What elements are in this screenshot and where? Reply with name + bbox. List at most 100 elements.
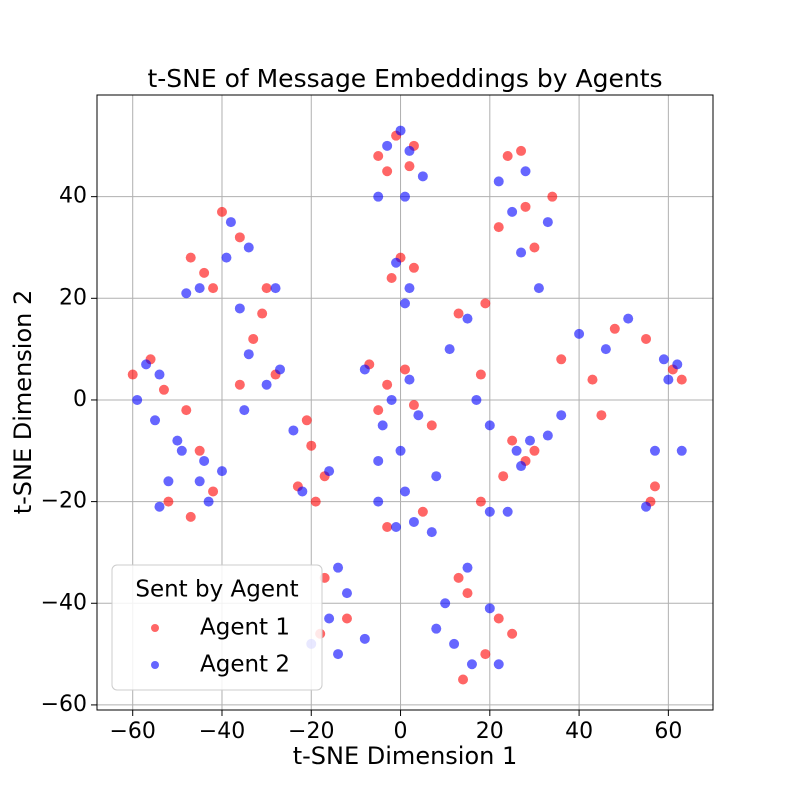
y-axis-label: t-SNE Dimension 2 [9,290,37,515]
point [261,379,272,390]
point [408,262,419,273]
point [404,283,415,294]
point [556,354,567,365]
point [176,445,187,456]
point [600,344,611,355]
point [234,232,245,243]
point [185,511,196,522]
point [449,638,460,649]
point [480,649,491,660]
point [216,466,227,477]
point [641,333,652,344]
point [431,623,442,634]
point [270,283,281,294]
point [386,272,397,283]
legend-title: Sent by Agent [135,577,298,603]
y-tick-label: 40 [59,184,87,209]
point [395,125,406,136]
points [127,125,687,685]
point [243,242,254,253]
point [333,562,344,573]
point [574,328,585,339]
point [520,201,531,212]
point [649,481,660,492]
point [257,308,268,319]
point [216,206,227,217]
point [234,303,245,314]
point [275,364,286,375]
point [391,257,402,268]
point [203,496,214,507]
point [511,445,522,456]
x-tick-label: −40 [199,719,245,744]
point [306,440,317,451]
x-axis-label: t-SNE Dimension 1 [293,742,518,770]
point [587,374,598,385]
point [529,445,540,456]
point [194,445,205,456]
point [404,145,415,156]
point [417,171,428,182]
x-tick-label: 60 [654,719,682,744]
point [516,461,527,472]
point [341,613,352,624]
point [382,166,393,177]
point [462,588,473,599]
point [181,405,192,416]
point [373,191,384,202]
point [154,501,165,512]
point [297,486,308,497]
point [391,522,402,533]
point [248,333,259,344]
point [373,496,384,507]
chart-title: t-SNE of Message Embeddings by Agents [147,64,662,93]
legend-marker [151,624,159,632]
point [440,598,451,609]
point [516,247,527,258]
point [373,455,384,466]
plot-frame [96,94,714,711]
point [221,252,232,263]
y-tick-label: −60 [41,692,87,717]
point [141,359,152,370]
point [377,420,388,431]
point [672,359,683,370]
point [400,486,410,497]
point [663,374,674,385]
point [194,476,205,487]
point [225,217,236,228]
point [404,374,415,385]
point [475,496,486,507]
point [301,415,312,426]
point [516,145,527,156]
point [623,313,634,324]
x-tick-label: −20 [288,719,334,744]
point [493,222,504,233]
point [453,572,464,583]
y-tick-label: 20 [59,285,87,310]
point [382,522,393,533]
point [400,298,410,309]
x-tick-label: 40 [565,719,593,744]
point [199,267,210,278]
point [493,176,504,187]
point [676,374,687,385]
point [408,516,419,527]
x-tick-label: −60 [109,719,155,744]
point [185,252,196,263]
point [208,283,219,294]
point [471,394,482,405]
point [658,354,669,365]
point [208,486,219,497]
point [609,323,620,334]
point [520,166,531,177]
point [462,562,473,573]
point [641,501,652,512]
point [324,466,335,477]
y-tick-label: −40 [41,590,87,615]
point [431,471,442,482]
point [172,435,183,446]
point [493,659,504,670]
point [426,527,437,538]
